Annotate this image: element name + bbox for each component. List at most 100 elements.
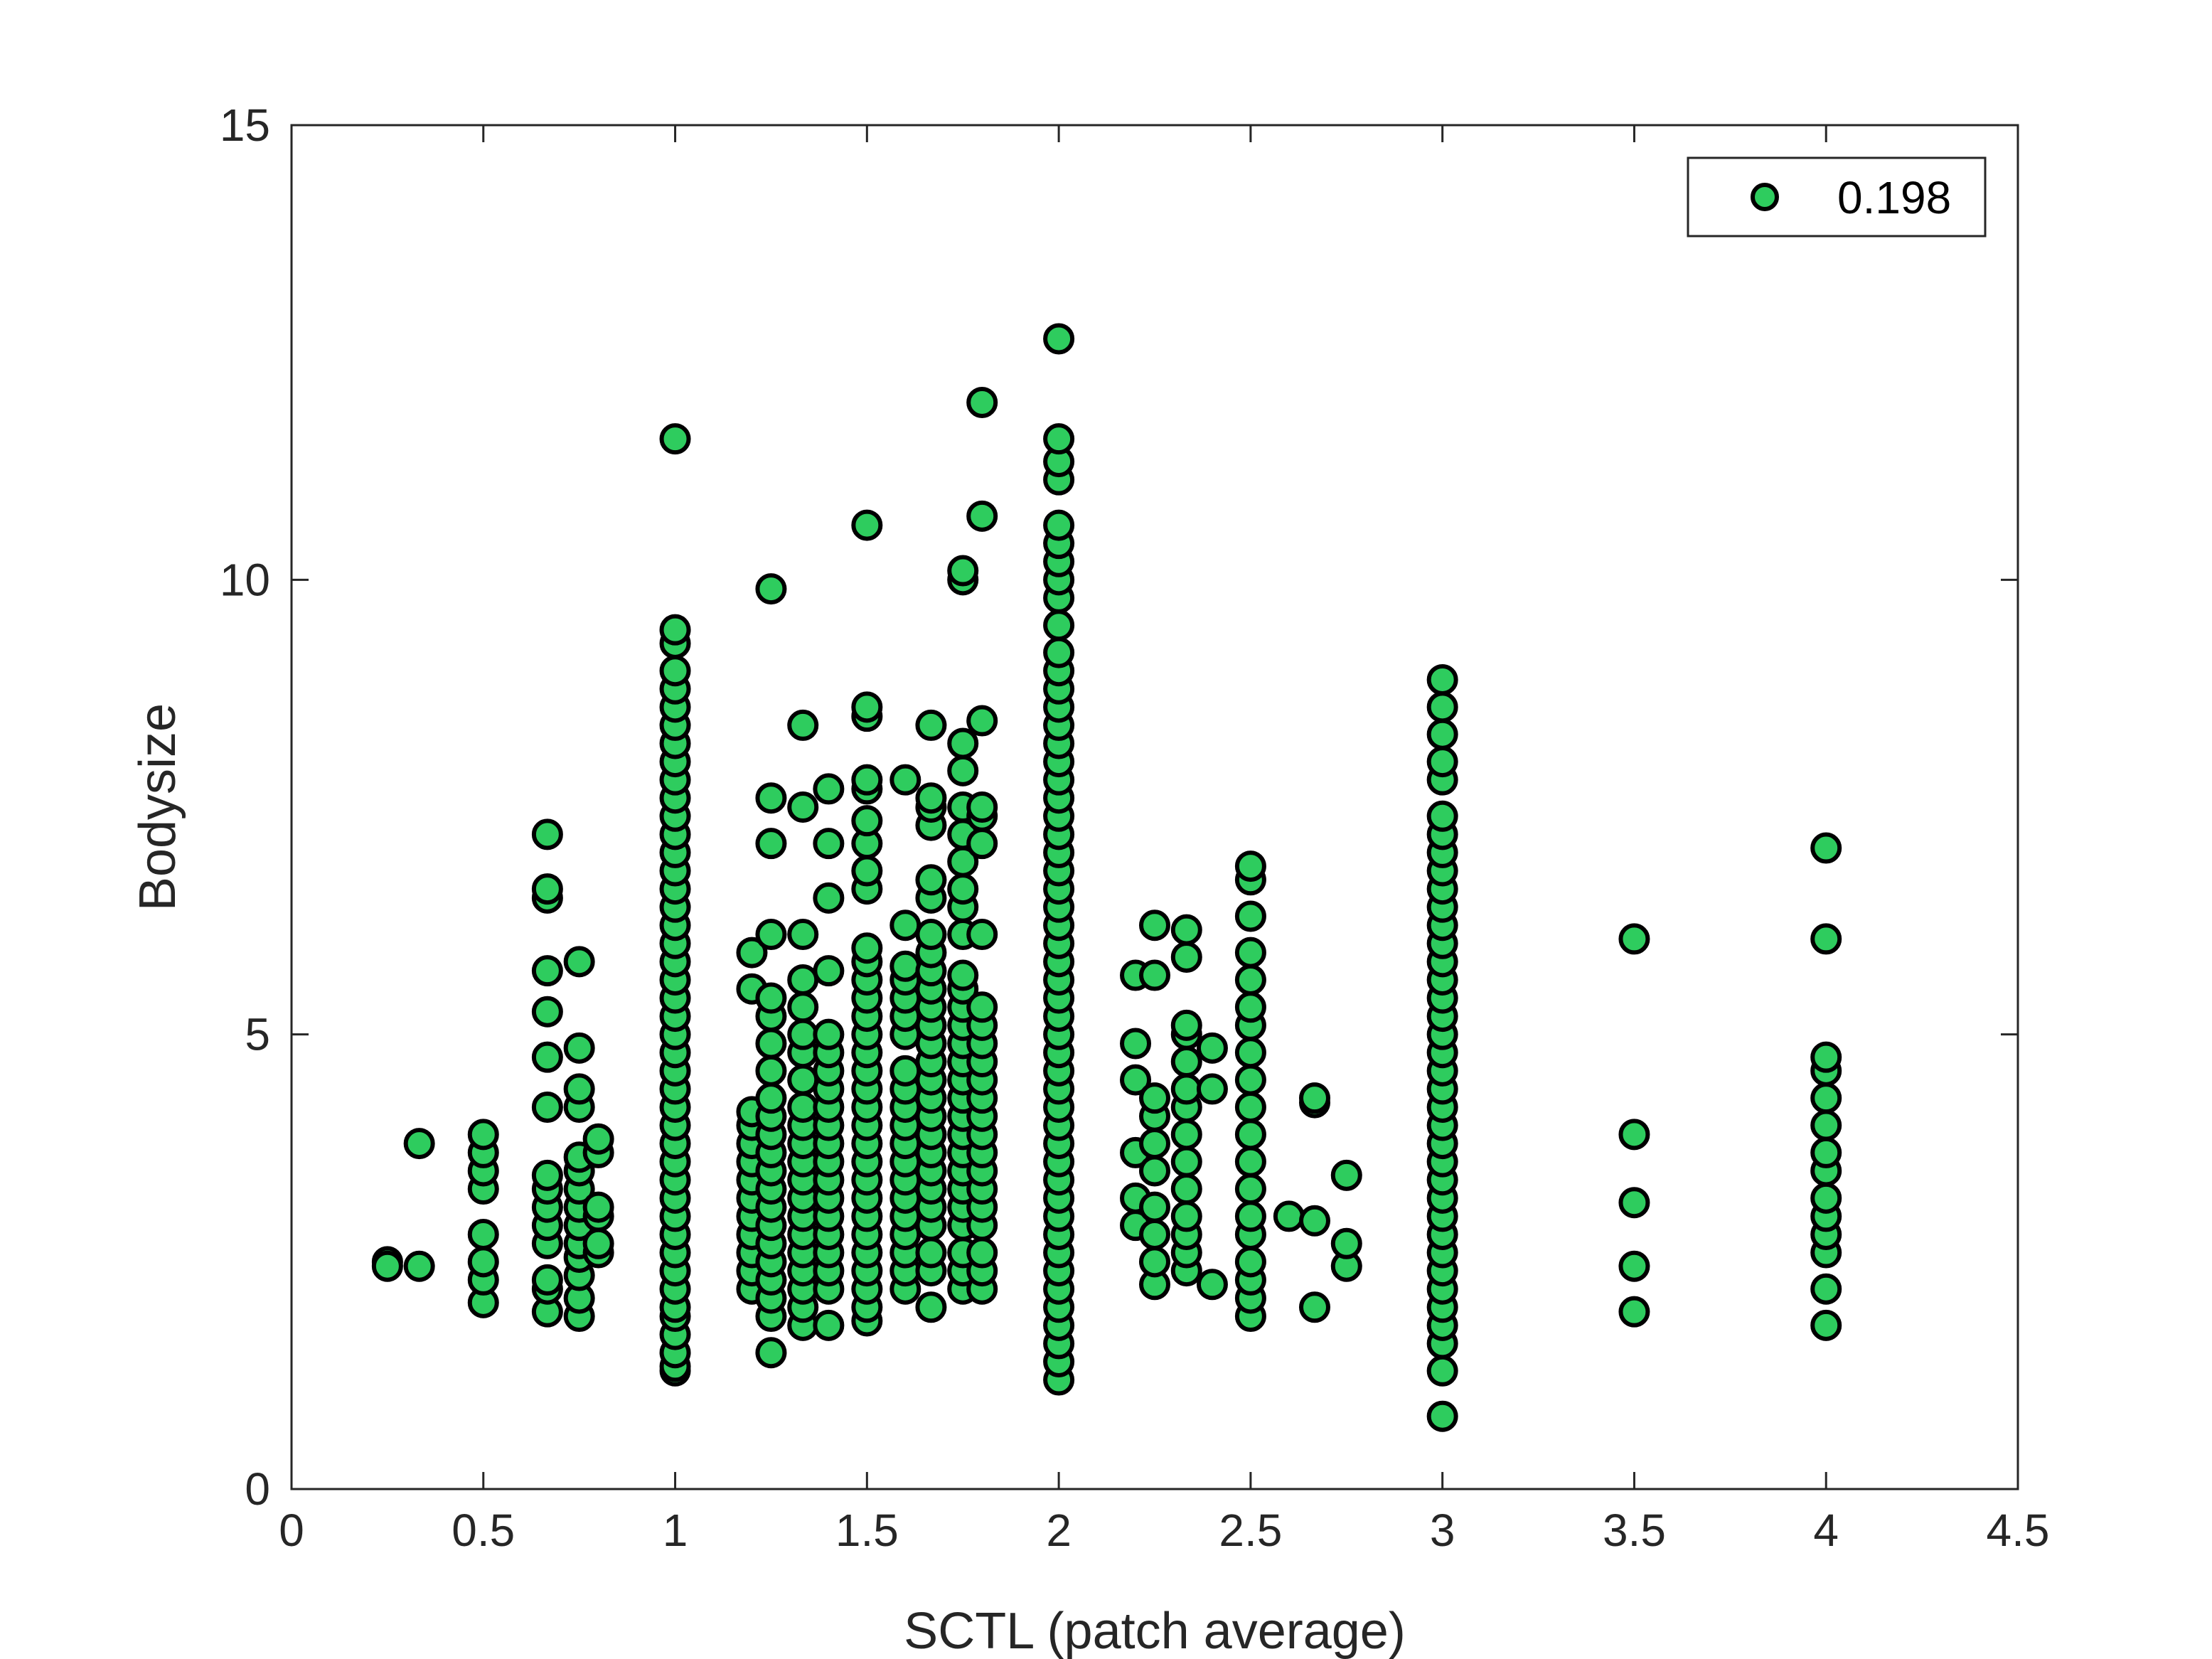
data-point — [947, 727, 979, 759]
data-point — [1618, 1296, 1650, 1328]
data-point — [1234, 900, 1266, 932]
data-point — [1234, 1091, 1266, 1123]
x-tick-label: 1.5 — [835, 1505, 899, 1556]
data-point — [1139, 1218, 1170, 1250]
data-point — [755, 782, 787, 814]
data-point — [1139, 1082, 1170, 1114]
data-point — [1043, 609, 1075, 641]
data-point — [371, 1250, 403, 1282]
data-point — [1043, 323, 1075, 355]
data-point — [1170, 1009, 1202, 1041]
data-point — [1139, 1191, 1170, 1223]
data-point — [1273, 1200, 1305, 1232]
data-point — [787, 1091, 819, 1123]
data-points — [371, 323, 1842, 1432]
data-point — [1234, 937, 1266, 969]
data-point — [1810, 1082, 1842, 1114]
data-point — [1170, 1119, 1202, 1151]
y-tick-label: 15 — [220, 100, 270, 151]
data-point — [813, 773, 845, 805]
data-point — [851, 855, 883, 887]
data-point — [851, 764, 883, 796]
data-point — [851, 932, 883, 964]
data-point — [467, 1246, 499, 1278]
data-point — [1810, 1273, 1842, 1305]
data-point — [531, 1264, 563, 1296]
data-point — [755, 1055, 787, 1087]
data-point — [467, 1119, 499, 1151]
legend-box — [1687, 156, 1987, 238]
data-point — [915, 864, 947, 896]
data-point — [787, 1018, 819, 1050]
x-tick-label: 2.5 — [1219, 1505, 1282, 1556]
data-point — [813, 882, 845, 914]
data-point — [966, 705, 998, 737]
data-point — [787, 991, 819, 1023]
data-point — [1196, 1032, 1228, 1064]
data-point — [915, 1237, 947, 1269]
data-point — [1234, 1246, 1266, 1278]
data-point — [1330, 1159, 1362, 1191]
data-point — [787, 791, 819, 823]
data-point — [582, 1227, 614, 1259]
data-point — [1170, 1200, 1202, 1232]
data-point — [966, 500, 998, 532]
data-point — [1234, 1064, 1266, 1096]
data-point — [755, 982, 787, 1014]
data-point — [1426, 718, 1458, 750]
data-point — [1139, 1155, 1170, 1187]
data-point — [659, 423, 691, 455]
data-point — [1120, 1064, 1152, 1096]
data-point — [1043, 423, 1075, 455]
data-point — [582, 1123, 614, 1155]
data-point — [1618, 1187, 1650, 1219]
data-point — [1196, 1269, 1228, 1301]
data-point — [947, 959, 979, 991]
data-point — [1234, 850, 1266, 882]
data-point — [1170, 1046, 1202, 1078]
data-point — [813, 1018, 845, 1050]
data-point — [1170, 1173, 1202, 1205]
y-tick-label: 0 — [245, 1463, 270, 1515]
data-point — [889, 909, 921, 941]
data-point — [531, 873, 563, 905]
data-point — [1298, 1082, 1330, 1114]
data-point — [1139, 909, 1170, 941]
data-point — [563, 1032, 595, 1064]
data-point — [889, 950, 921, 982]
data-point — [787, 709, 819, 741]
data-point — [1426, 800, 1458, 832]
x-tick-label: 4.5 — [1987, 1505, 2050, 1556]
plot-area-border — [290, 124, 2019, 1490]
data-point — [1120, 1028, 1152, 1060]
data-point — [966, 386, 998, 418]
y-axis-title: Bodysize — [129, 703, 186, 911]
data-point — [1196, 1073, 1228, 1105]
data-point — [947, 555, 979, 587]
x-tick-label: 4 — [1813, 1505, 1839, 1556]
data-point — [889, 764, 921, 796]
data-point — [1234, 1119, 1266, 1151]
data-point — [1170, 1146, 1202, 1178]
data-point — [531, 1091, 563, 1123]
data-point — [1234, 1173, 1266, 1205]
data-point — [531, 1159, 563, 1191]
data-point — [659, 655, 691, 687]
y-tick-label: 10 — [220, 554, 270, 605]
data-point — [915, 782, 947, 814]
data-point — [947, 873, 979, 905]
data-point — [1810, 1182, 1842, 1214]
data-point — [1810, 1136, 1842, 1168]
data-point — [1139, 1128, 1170, 1160]
data-point — [851, 805, 883, 837]
data-point — [966, 828, 998, 860]
x-axis-title: SCTL (patch average) — [904, 1603, 1406, 1659]
x-tick-label: 1 — [663, 1505, 688, 1556]
data-point — [1810, 1309, 1842, 1341]
data-point — [966, 919, 998, 951]
data-point — [1170, 941, 1202, 973]
data-point — [1426, 746, 1458, 778]
data-point — [1170, 1073, 1202, 1105]
data-point — [813, 955, 845, 987]
